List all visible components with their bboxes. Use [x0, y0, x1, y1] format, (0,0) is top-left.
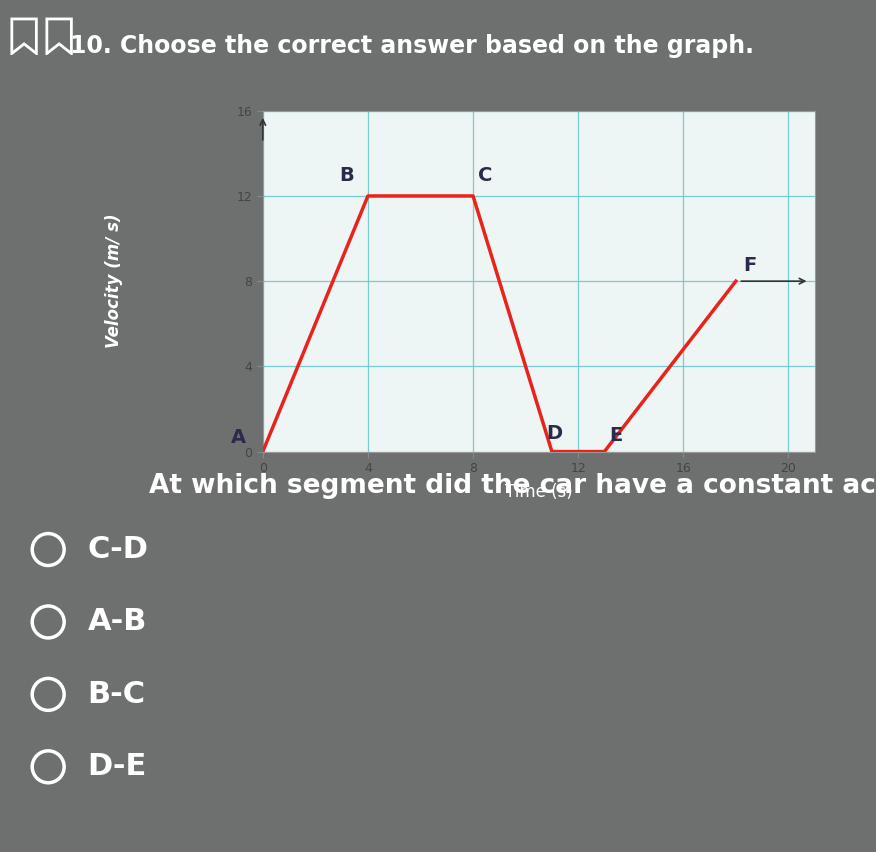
Text: D: D — [547, 423, 562, 443]
Text: At which segment did the car have a constant acceleration?: At which segment did the car have a cons… — [149, 473, 876, 498]
Text: D-E: D-E — [88, 752, 147, 781]
Text: B-C: B-C — [88, 680, 145, 709]
X-axis label: Time (s): Time (s) — [505, 483, 573, 501]
Text: B: B — [339, 166, 354, 185]
Text: C: C — [478, 166, 492, 185]
Text: C-D: C-D — [88, 535, 149, 564]
Text: A: A — [231, 428, 246, 447]
Text: A-B: A-B — [88, 607, 147, 636]
Text: Velocity (m/ s): Velocity (m/ s) — [105, 214, 123, 348]
Text: 10. Choose the correct answer based on the graph.: 10. Choose the correct answer based on t… — [70, 34, 754, 58]
Text: F: F — [744, 256, 757, 274]
Text: E: E — [610, 426, 623, 445]
